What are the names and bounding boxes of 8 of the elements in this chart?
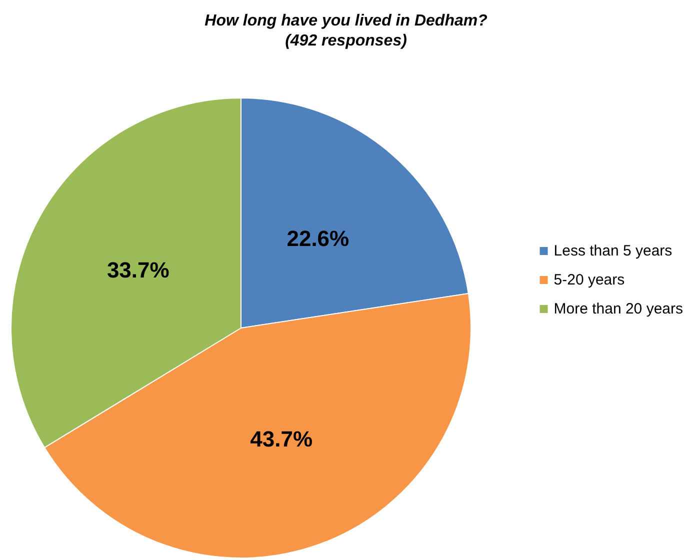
legend-label: More than 20 years <box>554 300 684 318</box>
data-label: 43.7% <box>250 426 313 452</box>
legend-label: Less than 5 years <box>554 242 672 260</box>
chart-title: How long have you lived in Dedham? <box>204 12 488 30</box>
data-label: 33.7% <box>106 258 170 283</box>
legend-label: 5-20 years <box>554 272 625 288</box>
data-label: 22.6% <box>286 226 350 252</box>
chart-subtitle: (492 responses) <box>285 32 407 50</box>
